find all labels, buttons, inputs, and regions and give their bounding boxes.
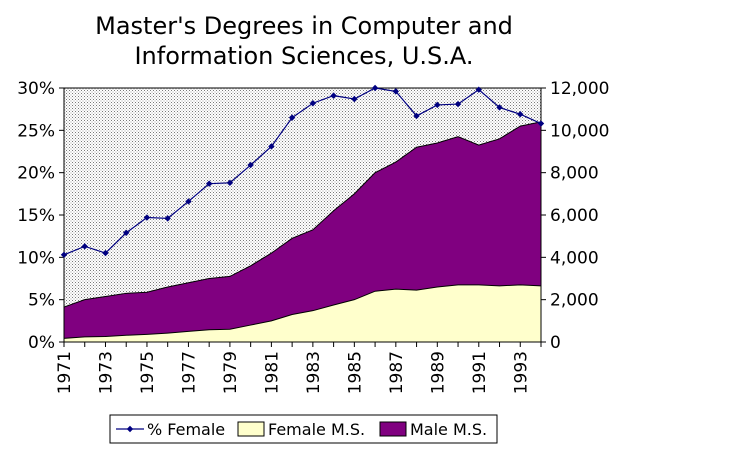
right-axis-tick-label: 12,000	[550, 79, 609, 99]
x-axis-tick-label: 1993	[511, 351, 531, 394]
x-axis-tick-label: 1973	[96, 351, 116, 394]
legend-diamond-marker	[126, 425, 134, 433]
female-percent-point	[454, 100, 462, 108]
female-percent-point	[434, 101, 441, 109]
left-axis-tick-label: 15%	[17, 206, 55, 226]
left-axis-tick-label: 25%	[17, 121, 55, 141]
female-percent-point	[185, 198, 192, 205]
female-percent-point	[371, 84, 379, 92]
legend-label-female-ms: Female M.S.	[268, 420, 365, 439]
female-percent-point	[102, 249, 109, 257]
female-percent-point	[205, 180, 213, 187]
female-percent-point	[413, 112, 420, 120]
female-percent-point	[351, 95, 358, 103]
left-axis-tick-label: 0%	[28, 333, 55, 353]
right-axis-tick-label: 0	[550, 333, 561, 353]
female-percent-point	[288, 114, 296, 121]
female-percent-point	[123, 229, 130, 236]
female-ms-area	[63, 284, 542, 343]
x-axis-tick-label: 1981	[262, 351, 282, 394]
left-axis-tick-label: 5%	[28, 291, 55, 311]
female-percent-line	[60, 84, 545, 258]
left-axis-tick-label: 30%	[17, 79, 55, 99]
female-percent-point	[81, 243, 88, 250]
x-axis-tick-label: 1979	[221, 351, 241, 394]
female-percent-point	[309, 100, 317, 107]
right-axis-tick-label: 8,000	[550, 164, 599, 184]
female-percent-point	[60, 251, 68, 258]
x-axis-tick-label: 1977	[179, 351, 199, 394]
x-axis-tick-label: 1983	[304, 351, 324, 394]
x-axis-tick-label: 1985	[345, 351, 365, 394]
x-axis-tick-label: 1975	[138, 351, 158, 394]
female-percent-point	[392, 88, 400, 95]
area-layer	[63, 121, 542, 343]
female-percent-point	[537, 120, 545, 127]
male-ms-area	[63, 121, 542, 343]
x-axis-tick-label: 1989	[428, 351, 448, 394]
x-axis-tick-label: 1987	[387, 351, 407, 394]
female-percent-line-path	[63, 87, 542, 256]
right-axis-tick-label: 10,000	[550, 121, 609, 141]
female-percent-point	[517, 111, 524, 118]
x-axis-tick-label: 1991	[470, 351, 490, 394]
legend: % Female Female M.S. Male M.S.	[109, 414, 498, 444]
female-percent-point	[247, 161, 254, 169]
axes: 0% 5% 10% 15% 20% 25% 30% 0 2,000 4,000 6,000 8,000…	[17, 79, 609, 394]
right-axis-tick-label: 6,000	[550, 206, 599, 226]
left-axis-tick-label: 10%	[17, 248, 55, 268]
legend-box	[109, 414, 498, 444]
x-axis-tick-label: 1971	[55, 351, 75, 394]
right-axis-tick-label: 2,000	[550, 291, 599, 311]
female-percent-point	[164, 215, 171, 222]
chart-title-line-2: Information Sciences, U.S.A.	[134, 42, 473, 70]
female-percent-point	[226, 179, 234, 187]
legend-label-female-percent: % Female	[147, 420, 225, 439]
female-percent-point	[475, 86, 482, 93]
legend-swatch-male-ms	[379, 421, 407, 437]
left-axis-tick-label: 20%	[17, 164, 55, 184]
right-axis-tick-label: 4,000	[550, 248, 599, 268]
legend-swatch-female-ms	[237, 421, 265, 437]
female-percent-point	[330, 92, 337, 99]
legend-label-male-ms: Male M.S.	[410, 420, 487, 439]
female-percent-point	[496, 104, 503, 111]
female-percent-point	[268, 143, 275, 150]
female-percent-point	[143, 214, 151, 221]
chart-title-line-1: Master's Degrees in Computer and	[95, 12, 513, 40]
